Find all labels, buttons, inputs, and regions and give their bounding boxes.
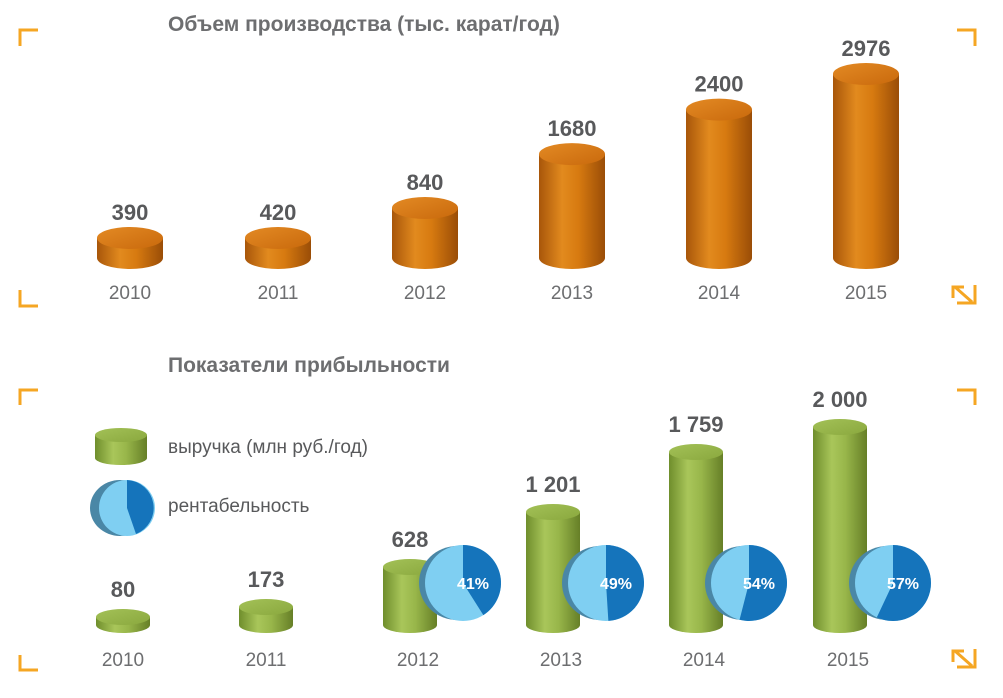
production-value-label: 2976 bbox=[842, 36, 891, 61]
profitability-year-label: 2011 bbox=[246, 650, 287, 671]
corner-frame-marks bbox=[18, 28, 977, 672]
production-bar-2010 bbox=[97, 227, 163, 269]
profitability-pie-2013: 49% bbox=[562, 545, 645, 621]
legend-revenue-label: выручка (млн руб./год) bbox=[168, 437, 368, 458]
expand-arrow-icon[interactable] bbox=[951, 649, 977, 669]
production-bars bbox=[97, 63, 899, 269]
production-chart-title: Объем производства (тыс. карат/год) bbox=[168, 13, 560, 36]
production-value-label: 840 bbox=[407, 170, 444, 195]
profitability-year-label: 2010 bbox=[102, 650, 144, 671]
revenue-bars bbox=[96, 419, 867, 633]
revenue-bar-2011 bbox=[239, 599, 293, 633]
expand-arrow-icon[interactable] bbox=[951, 285, 977, 305]
production-value-label: 2400 bbox=[695, 72, 744, 97]
production-year-label: 2010 bbox=[109, 283, 151, 304]
production-value-label: 420 bbox=[260, 200, 297, 225]
profitability-pie-2015: 57% bbox=[849, 545, 931, 621]
production-year-label: 2015 bbox=[845, 283, 887, 304]
legend: выручка (млн руб./год) рентабельность bbox=[90, 428, 368, 536]
legend-profitability-swatch bbox=[90, 480, 155, 536]
profitability-chart-title: Показатели прибыльности bbox=[168, 354, 450, 377]
corner-top-right-1 bbox=[957, 28, 977, 46]
revenue-value-label: 173 bbox=[248, 567, 285, 592]
production-bar-2013 bbox=[539, 143, 605, 269]
production-year-label: 2011 bbox=[258, 283, 299, 304]
revenue-value-label: 628 bbox=[392, 527, 429, 552]
profitability-pie-2014: 54% bbox=[705, 545, 788, 621]
corner-bottom-left-2 bbox=[18, 655, 38, 672]
corner-bottom-left-1 bbox=[18, 290, 38, 308]
legend-revenue-swatch bbox=[95, 428, 147, 465]
revenue-value-label: 1 201 bbox=[525, 472, 580, 497]
production-bar-2011 bbox=[245, 227, 311, 269]
revenue-value-label: 80 bbox=[111, 577, 135, 602]
corner-top-right-2 bbox=[957, 388, 977, 405]
profitability-pies: 41% 49% 54% 57% bbox=[419, 545, 931, 621]
legend-profitability-label: рентабельность bbox=[168, 496, 310, 517]
corner-top-left-1 bbox=[18, 28, 38, 46]
production-bar-2012 bbox=[392, 197, 458, 269]
revenue-bar-2010 bbox=[96, 609, 150, 633]
production-value-label: 1680 bbox=[548, 116, 597, 141]
chart-labels: 390 2010 420 2011 840 2012 1680 2013 2400 2014 297… bbox=[102, 36, 891, 671]
corner-top-left-2 bbox=[18, 388, 38, 405]
production-bar-2014 bbox=[686, 98, 752, 269]
profitability-value-label: 54% bbox=[743, 576, 775, 593]
revenue-bar-2013 bbox=[526, 504, 580, 633]
profitability-year-label: 2015 bbox=[827, 650, 869, 671]
production-bar-2015 bbox=[833, 63, 899, 269]
profitability-value-label: 41% bbox=[457, 576, 489, 593]
profitability-year-label: 2014 bbox=[683, 650, 726, 671]
revenue-value-label: 1 759 bbox=[668, 412, 723, 437]
production-value-label: 390 bbox=[112, 200, 149, 225]
production-year-label: 2014 bbox=[698, 283, 741, 304]
revenue-value-label: 2 000 bbox=[812, 387, 867, 412]
profitability-year-label: 2012 bbox=[397, 650, 439, 671]
profitability-value-label: 57% bbox=[887, 576, 919, 593]
profitability-pie-2012: 41% bbox=[419, 545, 502, 621]
profitability-value-label: 49% bbox=[600, 576, 632, 593]
production-year-label: 2013 bbox=[551, 283, 593, 304]
production-year-label: 2012 bbox=[404, 283, 446, 304]
profitability-year-label: 2013 bbox=[540, 650, 582, 671]
